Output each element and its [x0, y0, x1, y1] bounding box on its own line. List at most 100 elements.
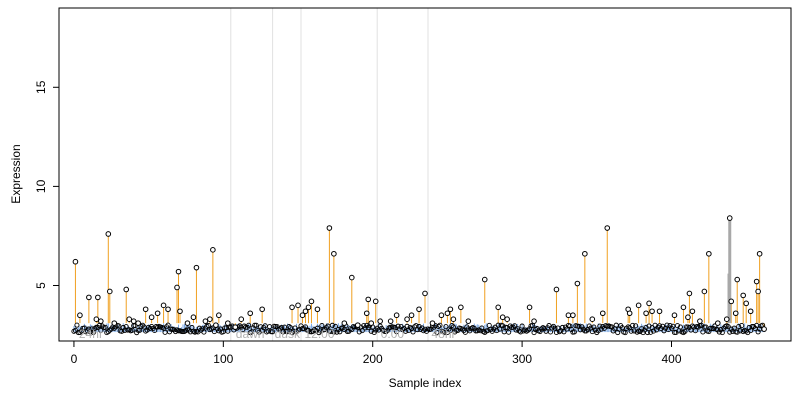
baseline-point	[513, 327, 519, 333]
baseline-point	[671, 329, 678, 335]
peak-point	[743, 300, 749, 307]
baseline-point	[637, 328, 643, 335]
peak-point	[416, 306, 422, 313]
y-tick-label: 15	[34, 80, 48, 94]
baseline-point	[359, 328, 365, 334]
peak-point	[295, 302, 301, 309]
baseline-point	[682, 328, 688, 334]
baseline-point	[443, 324, 449, 330]
baseline-point	[403, 328, 409, 334]
baseline-point	[592, 327, 598, 333]
baseline-point	[116, 323, 122, 329]
peak-point	[715, 320, 721, 326]
peak-point	[123, 286, 130, 293]
baseline-point	[559, 324, 565, 331]
peak-point	[177, 308, 183, 315]
baseline-point	[642, 327, 648, 333]
region-label: dawn	[236, 327, 265, 341]
baseline-point	[450, 324, 456, 330]
peak-point	[160, 302, 167, 309]
baseline-point	[510, 324, 516, 330]
peak-point	[689, 308, 696, 315]
region-label: 48hr	[431, 327, 455, 341]
baseline-point	[633, 323, 639, 329]
peak-point	[404, 316, 410, 322]
peak-point	[643, 310, 649, 317]
peak-point	[499, 314, 506, 321]
peak-point	[753, 278, 760, 285]
peak-point	[305, 304, 312, 311]
baseline-point	[538, 326, 545, 332]
peak-point	[314, 306, 321, 313]
peak-point	[685, 314, 691, 321]
baseline-point	[420, 328, 427, 334]
peak-point	[377, 318, 383, 324]
baseline-point	[561, 329, 567, 335]
peak-point	[671, 312, 678, 319]
peak-point	[232, 324, 239, 330]
baseline-point	[664, 322, 670, 328]
baseline-point	[462, 329, 468, 335]
baseline-point	[394, 329, 400, 335]
peak-point	[495, 304, 502, 311]
x-tick-label: 400	[661, 352, 681, 366]
baseline-point	[568, 326, 574, 332]
x-axis-title: Sample index	[389, 376, 462, 390]
peak-point	[77, 312, 83, 319]
baseline-point	[654, 327, 660, 333]
baseline-point	[459, 326, 465, 332]
peak-point	[368, 320, 375, 326]
peak-point	[481, 276, 488, 283]
peak-point	[126, 316, 133, 322]
baseline-point	[725, 324, 731, 330]
peak-point	[165, 306, 171, 313]
baseline-point	[319, 323, 325, 329]
baseline-point	[700, 329, 706, 335]
region-dividers	[230, 8, 429, 341]
x-tick-label: 100	[213, 352, 233, 366]
peak-point	[599, 310, 606, 317]
peak-point	[408, 312, 415, 319]
baseline-point	[624, 325, 630, 331]
peak-point	[259, 306, 265, 313]
baseline-point	[250, 325, 256, 331]
x-axis: 0 100 200 300 400	[71, 341, 682, 366]
peak-point	[604, 225, 611, 231]
peak-point	[761, 326, 767, 332]
peak-point	[582, 250, 588, 257]
peak-point	[225, 320, 231, 326]
baseline-point	[392, 324, 398, 331]
baseline-point	[285, 329, 291, 335]
peak-point	[372, 298, 379, 305]
baseline-point	[74, 322, 80, 328]
baseline-point	[701, 324, 707, 330]
y-axis: 5 10 15	[34, 80, 59, 289]
baseline-point	[331, 329, 337, 335]
peak-point	[98, 318, 104, 324]
peak-point	[526, 304, 533, 311]
peak-point	[747, 308, 754, 315]
peak-point	[202, 318, 209, 324]
peak-point	[207, 316, 213, 322]
baseline-point	[651, 328, 657, 334]
baseline-point	[710, 325, 716, 332]
peak-point	[106, 288, 113, 295]
baseline-point	[77, 329, 83, 336]
baseline-point	[755, 329, 761, 335]
peak-point	[247, 310, 254, 317]
peak-point	[387, 318, 394, 324]
peak-point	[213, 322, 219, 328]
peak-point	[135, 320, 141, 326]
peak-point	[649, 308, 655, 315]
baseline-point	[541, 326, 548, 332]
peak-point	[175, 268, 182, 275]
peak-point	[438, 312, 445, 319]
peak-point	[656, 308, 663, 315]
x-tick-label: 0	[71, 352, 78, 366]
baseline-point	[656, 323, 663, 329]
peak-point	[723, 316, 730, 322]
baseline-point	[661, 328, 667, 334]
baseline-point	[298, 323, 304, 329]
peak-point	[86, 294, 92, 301]
